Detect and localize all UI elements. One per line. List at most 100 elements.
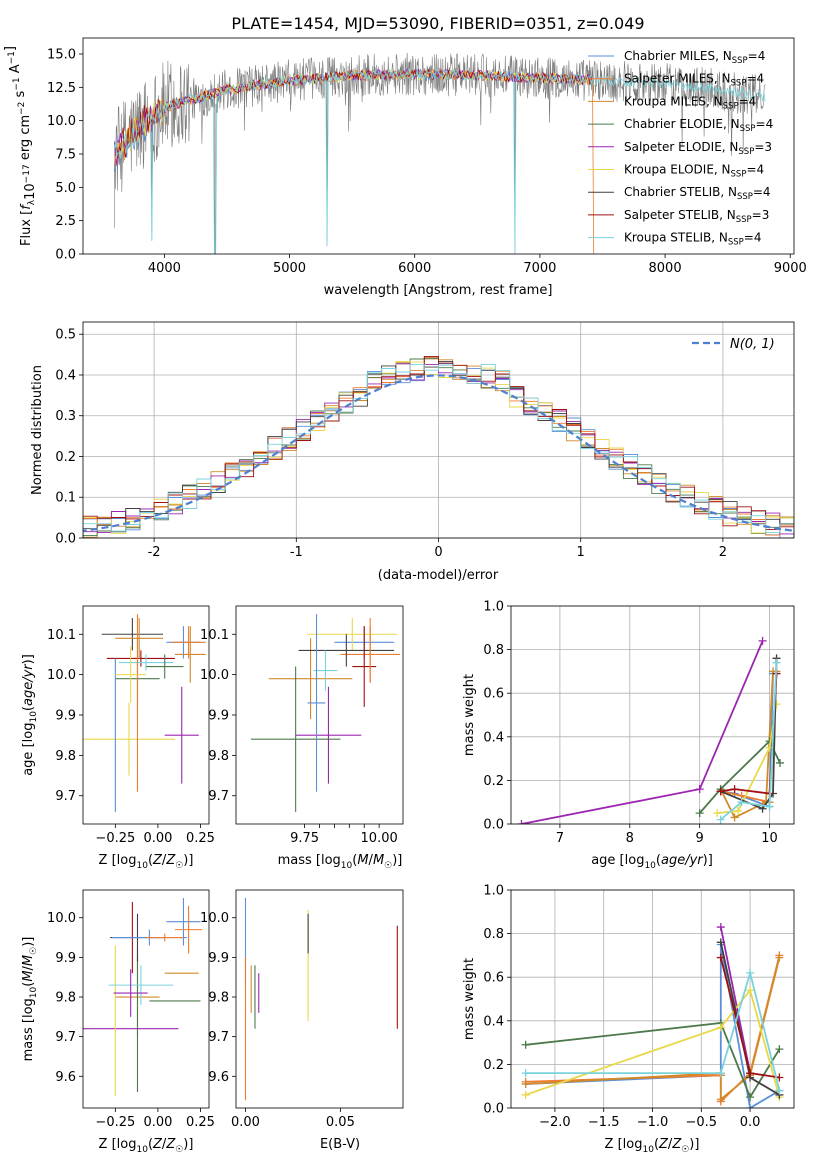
- observed-spectrum: [114, 52, 766, 254]
- y-tick-label: 1.0: [483, 884, 504, 899]
- x-axis-label: wavelength [Angstrom, rest frame]: [324, 283, 553, 298]
- axis-frame: −2.0 −1.5 −1.0 −0.5 0.0 0.0 0.2 0.4 0.6 0.8 1.0: [483, 884, 795, 1130]
- plus-marker: [772, 658, 781, 667]
- x-axis-label: age [log10(age/yr)]: [591, 853, 713, 871]
- x-axis-label: Z [log10(Z/Z☉)]: [605, 1137, 700, 1155]
- y-tick-label: 0.2: [55, 450, 76, 465]
- y-tick-label: 9.8: [208, 991, 229, 1006]
- figure-title: PLATE=1454, MJD=53090, FIBERID=0351, z=0…: [231, 14, 644, 33]
- residual-histogram-step: [83, 363, 794, 534]
- y-tick-label: 10.0: [47, 668, 76, 683]
- x-tick-label: -1: [290, 545, 303, 560]
- plus-marker: [746, 986, 755, 995]
- plus-marker: [775, 1045, 784, 1054]
- y-axis-label: age [log10(age/yr)]: [21, 654, 39, 776]
- y-tick-label: 9.8: [55, 991, 76, 1006]
- y-tick-label: 0.4: [483, 1014, 504, 1029]
- axes-age-vs-mass: 9.75 10.00 9.7 9.8 9.9 10.0 10.1 mass [log10(M/…: [200, 605, 404, 871]
- plot-area: [83, 897, 203, 1097]
- x-tick-label: −2.0: [539, 1115, 571, 1130]
- legend: Chabrier MILES, NSSP=4 Salpeter MILES, NS…: [588, 49, 773, 248]
- y-tick-label: 10.0: [200, 911, 229, 926]
- legend-label: Kroupa MILES, NSSP=4: [624, 94, 756, 111]
- y-axis-label: mass [log10(M/M☉)]: [21, 937, 39, 1062]
- x-tick-label: 8000: [649, 261, 682, 276]
- legend-label: Chabrier MILES, NSSP=4: [624, 49, 765, 66]
- axes-frame: [510, 605, 795, 825]
- y-tick-label: 0.4: [55, 368, 76, 383]
- x-tick-label: 0.05: [326, 1115, 355, 1130]
- x-tick-label: 4000: [148, 261, 181, 276]
- axes-mass-weight-vs-age: 7 8 9 10 0.0 0.2 0.4 0.6 0.8 1.0 mass weight age [l…: [462, 600, 795, 871]
- plus-marker: [716, 953, 725, 962]
- weight-line: [720, 658, 778, 810]
- plus-marker: [775, 953, 784, 962]
- model-spectrum: [113, 68, 766, 254]
- axis-frame: −0.25 0.00 0.25 9.7 9.8 9.9 10.0 10.1: [47, 605, 215, 846]
- x-tick-label: −0.25: [95, 1115, 135, 1130]
- x-tick-label: 10.00: [361, 831, 398, 846]
- y-tick-label: 9.7: [208, 789, 229, 804]
- y-axis-label: Flux [fλ10−17 erg cm−2 s−1 A−1]: [3, 46, 38, 246]
- x-tick-label: 9: [696, 831, 704, 846]
- y-tick-label: 0.4: [483, 730, 504, 745]
- y-tick-label: 9.7: [55, 1030, 76, 1045]
- plus-marker: [521, 1069, 530, 1078]
- plus-marker: [758, 636, 767, 645]
- plot-area: [517, 636, 785, 824]
- y-tick-label: 12.5: [47, 81, 76, 96]
- legend-label: N(0, 1): [730, 337, 775, 352]
- x-tick-label: -2: [148, 545, 161, 560]
- x-tick-label: 0: [434, 545, 442, 560]
- plus-marker: [716, 1023, 725, 1032]
- weight-line: [525, 1022, 781, 1100]
- plus-marker: [716, 815, 725, 824]
- y-tick-label: 10.0: [200, 668, 229, 683]
- axis-frame: 9.75 10.00 9.7 9.8 9.9 10.0 10.1: [200, 605, 404, 846]
- plot-area: [244, 897, 398, 1101]
- x-tick-label: 0.25: [186, 1115, 215, 1130]
- y-tick-label: 0.0: [483, 818, 504, 833]
- x-tick-label: 1: [577, 545, 585, 560]
- y-tick-label: 0.3: [55, 409, 76, 424]
- y-tick-label: 0.0: [55, 532, 76, 547]
- x-tick-label: 0.00: [231, 1115, 260, 1130]
- plus-marker: [521, 1080, 530, 1089]
- plus-marker: [521, 1040, 530, 1049]
- plus-marker: [734, 806, 743, 815]
- weight-line: [720, 662, 778, 821]
- y-tick-label: 15.0: [47, 48, 76, 63]
- axis-frame: −0.25 0.00 0.25 9.6 9.7 9.8 9.9 10.0: [47, 889, 215, 1130]
- x-axis-label: (data-model)/error: [378, 568, 499, 583]
- plus-marker: [716, 938, 725, 947]
- legend: N(0, 1): [692, 337, 775, 352]
- plus-marker: [730, 785, 739, 794]
- y-tick-label: 10.0: [47, 911, 76, 926]
- y-axis-label: Normed distribution: [30, 365, 45, 495]
- y-tick-label: 9.9: [208, 951, 229, 966]
- axes-mass-weight-vs-Z: −2.0 −1.5 −1.0 −0.5 0.0 0.0 0.2 0.4 0.6 0.8 1.0 mas…: [462, 884, 795, 1155]
- y-tick-label: 0.0: [55, 248, 76, 263]
- axes-mass-vs-EBV: 0.00 0.05 9.6 9.7 9.8 9.9 10.0 E(B-V): [200, 889, 404, 1152]
- x-tick-label: 9.75: [290, 831, 319, 846]
- plus-marker: [765, 802, 774, 811]
- x-tick-label: 5000: [273, 261, 306, 276]
- y-tick-label: 0.5: [55, 328, 76, 343]
- x-tick-label: 0.0: [740, 1115, 761, 1130]
- axes-frame: [82, 321, 795, 539]
- y-tick-label: 9.8: [55, 749, 76, 764]
- plus-marker: [517, 820, 526, 824]
- y-tick-label: 7.5: [55, 148, 76, 163]
- legend-label: Kroupa STELIB, NSSP=4: [624, 231, 762, 248]
- y-tick-label: 10.1: [47, 628, 76, 643]
- plus-marker: [730, 813, 739, 822]
- x-tick-label: −0.25: [95, 831, 135, 846]
- gridlines: [511, 889, 794, 1109]
- axes-frame: [82, 37, 795, 255]
- plus-marker: [776, 758, 785, 767]
- x-tick-label: 8: [626, 831, 634, 846]
- plus-marker: [716, 923, 725, 932]
- x-tick-label: −1.0: [637, 1115, 669, 1130]
- x-tick-label: 0.25: [186, 831, 215, 846]
